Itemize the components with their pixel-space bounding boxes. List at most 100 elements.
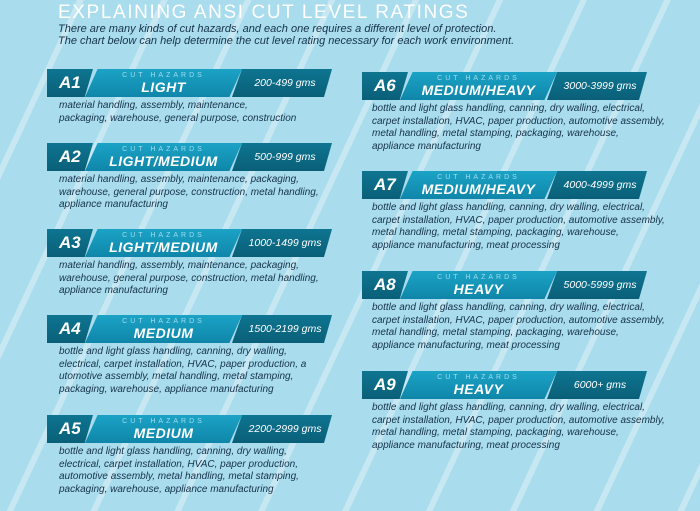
description-line: carpet installation, HVAC, paper product… [372, 214, 665, 226]
rating-description: material handling, assembly, maintenance… [59, 100, 332, 125]
level-box: CUT HAZARDS MEDIUM/HEAVY [400, 171, 557, 199]
description-line: appliance manufacturing [59, 285, 168, 296]
description-line: appliance manufacturing, meat processing [372, 239, 560, 251]
rating-code: A3 [47, 229, 93, 257]
rating-code: A5 [47, 415, 93, 443]
rating-card-a9: A9 CUT HAZARDS HEAVY 6000+ gms bottle an… [362, 371, 665, 452]
cut-hazards-label: CUT HAZARDS [437, 273, 520, 281]
intro-text: There are many kinds of cut hazards, and… [58, 23, 688, 47]
description-line: warehouse, general purpose, construction… [59, 186, 319, 198]
cut-hazards-label: CUT HAZARDS [437, 173, 520, 181]
rating-banner: A7 CUT HAZARDS MEDIUM/HEAVY 4000-4999 gm… [362, 171, 647, 199]
rating-description: bottle and light glass handling, canning… [372, 402, 665, 452]
description-line: carpet installation, HVAC, paper product… [372, 115, 665, 127]
rating-code: A6 [362, 72, 408, 100]
rating-description: bottle and light glass handling, canning… [372, 103, 665, 153]
level-name: MEDIUM/HEAVY [421, 81, 536, 98]
rating-banner: A1 CUT HAZARDS LIGHT 200-499 gms [47, 69, 332, 97]
level-box: CUT HAZARDS MEDIUM [85, 315, 242, 343]
description-line: bottle and light glass handling, canning… [372, 302, 645, 313]
weight-range: 6000+ gms [547, 371, 647, 399]
description-line: bottle and light glass handling, canning… [59, 446, 287, 457]
rating-card-a3: A3 CUT HAZARDS LIGHT/MEDIUM 1000-1499 gm… [47, 229, 332, 298]
rating-banner: A4 CUT HAZARDS MEDIUM 1500-2199 gms [47, 315, 332, 343]
level-name: MEDIUM [133, 424, 194, 441]
description-line: carpet installation, HVAC, paper product… [372, 314, 665, 326]
description-line: appliance manufacturing, meat processing [372, 339, 560, 351]
level-name: LIGHT [141, 78, 186, 95]
description-line: bottle and light glass handling, canning… [372, 402, 645, 413]
weight-range: 5000-5999 gms [547, 271, 647, 299]
rating-code: A4 [47, 315, 93, 343]
intro-line: There are many kinds of cut hazards, and… [58, 23, 497, 35]
cut-hazards-label: CUT HAZARDS [122, 231, 205, 239]
description-line: appliance manufacturing, meat processing [372, 439, 560, 451]
rating-banner: A8 CUT HAZARDS HEAVY 5000-5999 gms [362, 271, 647, 299]
level-box: CUT HAZARDS LIGHT [85, 69, 242, 97]
description-line: appliance manufacturing [59, 199, 168, 210]
page-title: EXPLAINING ANSI CUT LEVEL RATINGS [58, 2, 470, 23]
description-line: bottle and light glass handling, canning… [372, 103, 645, 114]
rating-banner: A2 CUT HAZARDS LIGHT/MEDIUM 500-999 gms [47, 143, 332, 171]
rating-description: bottle and light glass handling, canning… [372, 302, 665, 352]
description-line: electrical, carpet installation, HVAC, p… [59, 458, 299, 470]
rating-card-a5: A5 CUT HAZARDS MEDIUM 2200-2999 gms bott… [47, 415, 332, 496]
weight-range: 1500-2199 gms [232, 315, 332, 343]
rating-card-a7: A7 CUT HAZARDS MEDIUM/HEAVY 4000-4999 gm… [362, 171, 665, 252]
rating-banner: A6 CUT HAZARDS MEDIUM/HEAVY 3000-3999 gm… [362, 72, 647, 100]
weight-range: 1000-1499 gms [232, 229, 332, 257]
weight-range: 2200-2999 gms [232, 415, 332, 443]
cut-hazards-label: CUT HAZARDS [122, 145, 205, 153]
description-line: metal handling, metal stamping, packagin… [372, 327, 619, 338]
level-box: CUT HAZARDS HEAVY [400, 371, 557, 399]
level-box: CUT HAZARDS MEDIUM/HEAVY [400, 72, 557, 100]
rating-card-a2: A2 CUT HAZARDS LIGHT/MEDIUM 500-999 gms … [47, 143, 332, 212]
rating-code: A7 [362, 171, 408, 199]
level-name: HEAVY [453, 380, 504, 397]
description-line: metal handling, metal stamping, packagin… [372, 227, 619, 238]
description-line: packaging, warehouse, general purpose, c… [59, 112, 297, 124]
rating-code: A2 [47, 143, 93, 171]
description-line: packaging, warehouse, appliance manufact… [59, 483, 274, 495]
description-line: automotive assembly, metal handling, met… [59, 471, 299, 482]
weight-range: 4000-4999 gms [547, 171, 647, 199]
rating-card-a4: A4 CUT HAZARDS MEDIUM 1500-2199 gms bott… [47, 315, 332, 396]
rating-card-a8: A8 CUT HAZARDS HEAVY 5000-5999 gms bottl… [362, 271, 665, 352]
level-box: CUT HAZARDS MEDIUM [85, 415, 242, 443]
weight-range: 200-499 gms [232, 69, 332, 97]
level-name: HEAVY [453, 280, 504, 297]
level-name: LIGHT/MEDIUM [109, 238, 218, 255]
rating-banner: A3 CUT HAZARDS LIGHT/MEDIUM 1000-1499 gm… [47, 229, 332, 257]
weight-range: 500-999 gms [232, 143, 332, 171]
description-line: bottle and light glass handling, canning… [59, 346, 287, 357]
rating-code: A9 [362, 371, 408, 399]
rating-banner: A9 CUT HAZARDS HEAVY 6000+ gms [362, 371, 647, 399]
intro-line: The chart below can help determine the c… [58, 35, 515, 47]
description-line: material handling, assembly, maintenance… [59, 174, 299, 185]
description-line: packaging, warehouse, appliance manufact… [59, 383, 274, 395]
description-line: material handling, assembly, maintenance… [59, 260, 299, 271]
level-name: LIGHT/MEDIUM [109, 152, 218, 169]
description-line: carpet installation, HVAC, paper product… [372, 414, 665, 426]
level-box: CUT HAZARDS LIGHT/MEDIUM [85, 229, 242, 257]
description-line: electrical, carpet installation, HVAC, p… [59, 358, 307, 370]
cut-hazards-label: CUT HAZARDS [122, 317, 205, 325]
rating-description: material handling, assembly, maintenance… [59, 174, 332, 212]
rating-code: A1 [47, 69, 93, 97]
level-box: CUT HAZARDS LIGHT/MEDIUM [85, 143, 242, 171]
level-name: MEDIUM/HEAVY [421, 180, 536, 197]
rating-banner: A5 CUT HAZARDS MEDIUM 2200-2999 gms [47, 415, 332, 443]
rating-description: bottle and light glass handling, canning… [59, 346, 332, 396]
cut-hazards-label: CUT HAZARDS [437, 373, 520, 381]
description-line: material handling, assembly, maintenance… [59, 100, 248, 111]
cut-hazards-label: CUT HAZARDS [122, 417, 205, 425]
rating-code: A8 [362, 271, 408, 299]
description-line: bottle and light glass handling, canning… [372, 202, 645, 213]
description-line: appliance manufacturing [372, 140, 481, 152]
level-box: CUT HAZARDS HEAVY [400, 271, 557, 299]
rating-description: material handling, assembly, maintenance… [59, 260, 332, 298]
description-line: utomotive assembly, metal handling, meta… [59, 371, 294, 382]
description-line: metal handling, metal stamping, packagin… [372, 427, 619, 438]
rating-description: bottle and light glass handling, canning… [59, 446, 332, 496]
rating-description: bottle and light glass handling, canning… [372, 202, 665, 252]
